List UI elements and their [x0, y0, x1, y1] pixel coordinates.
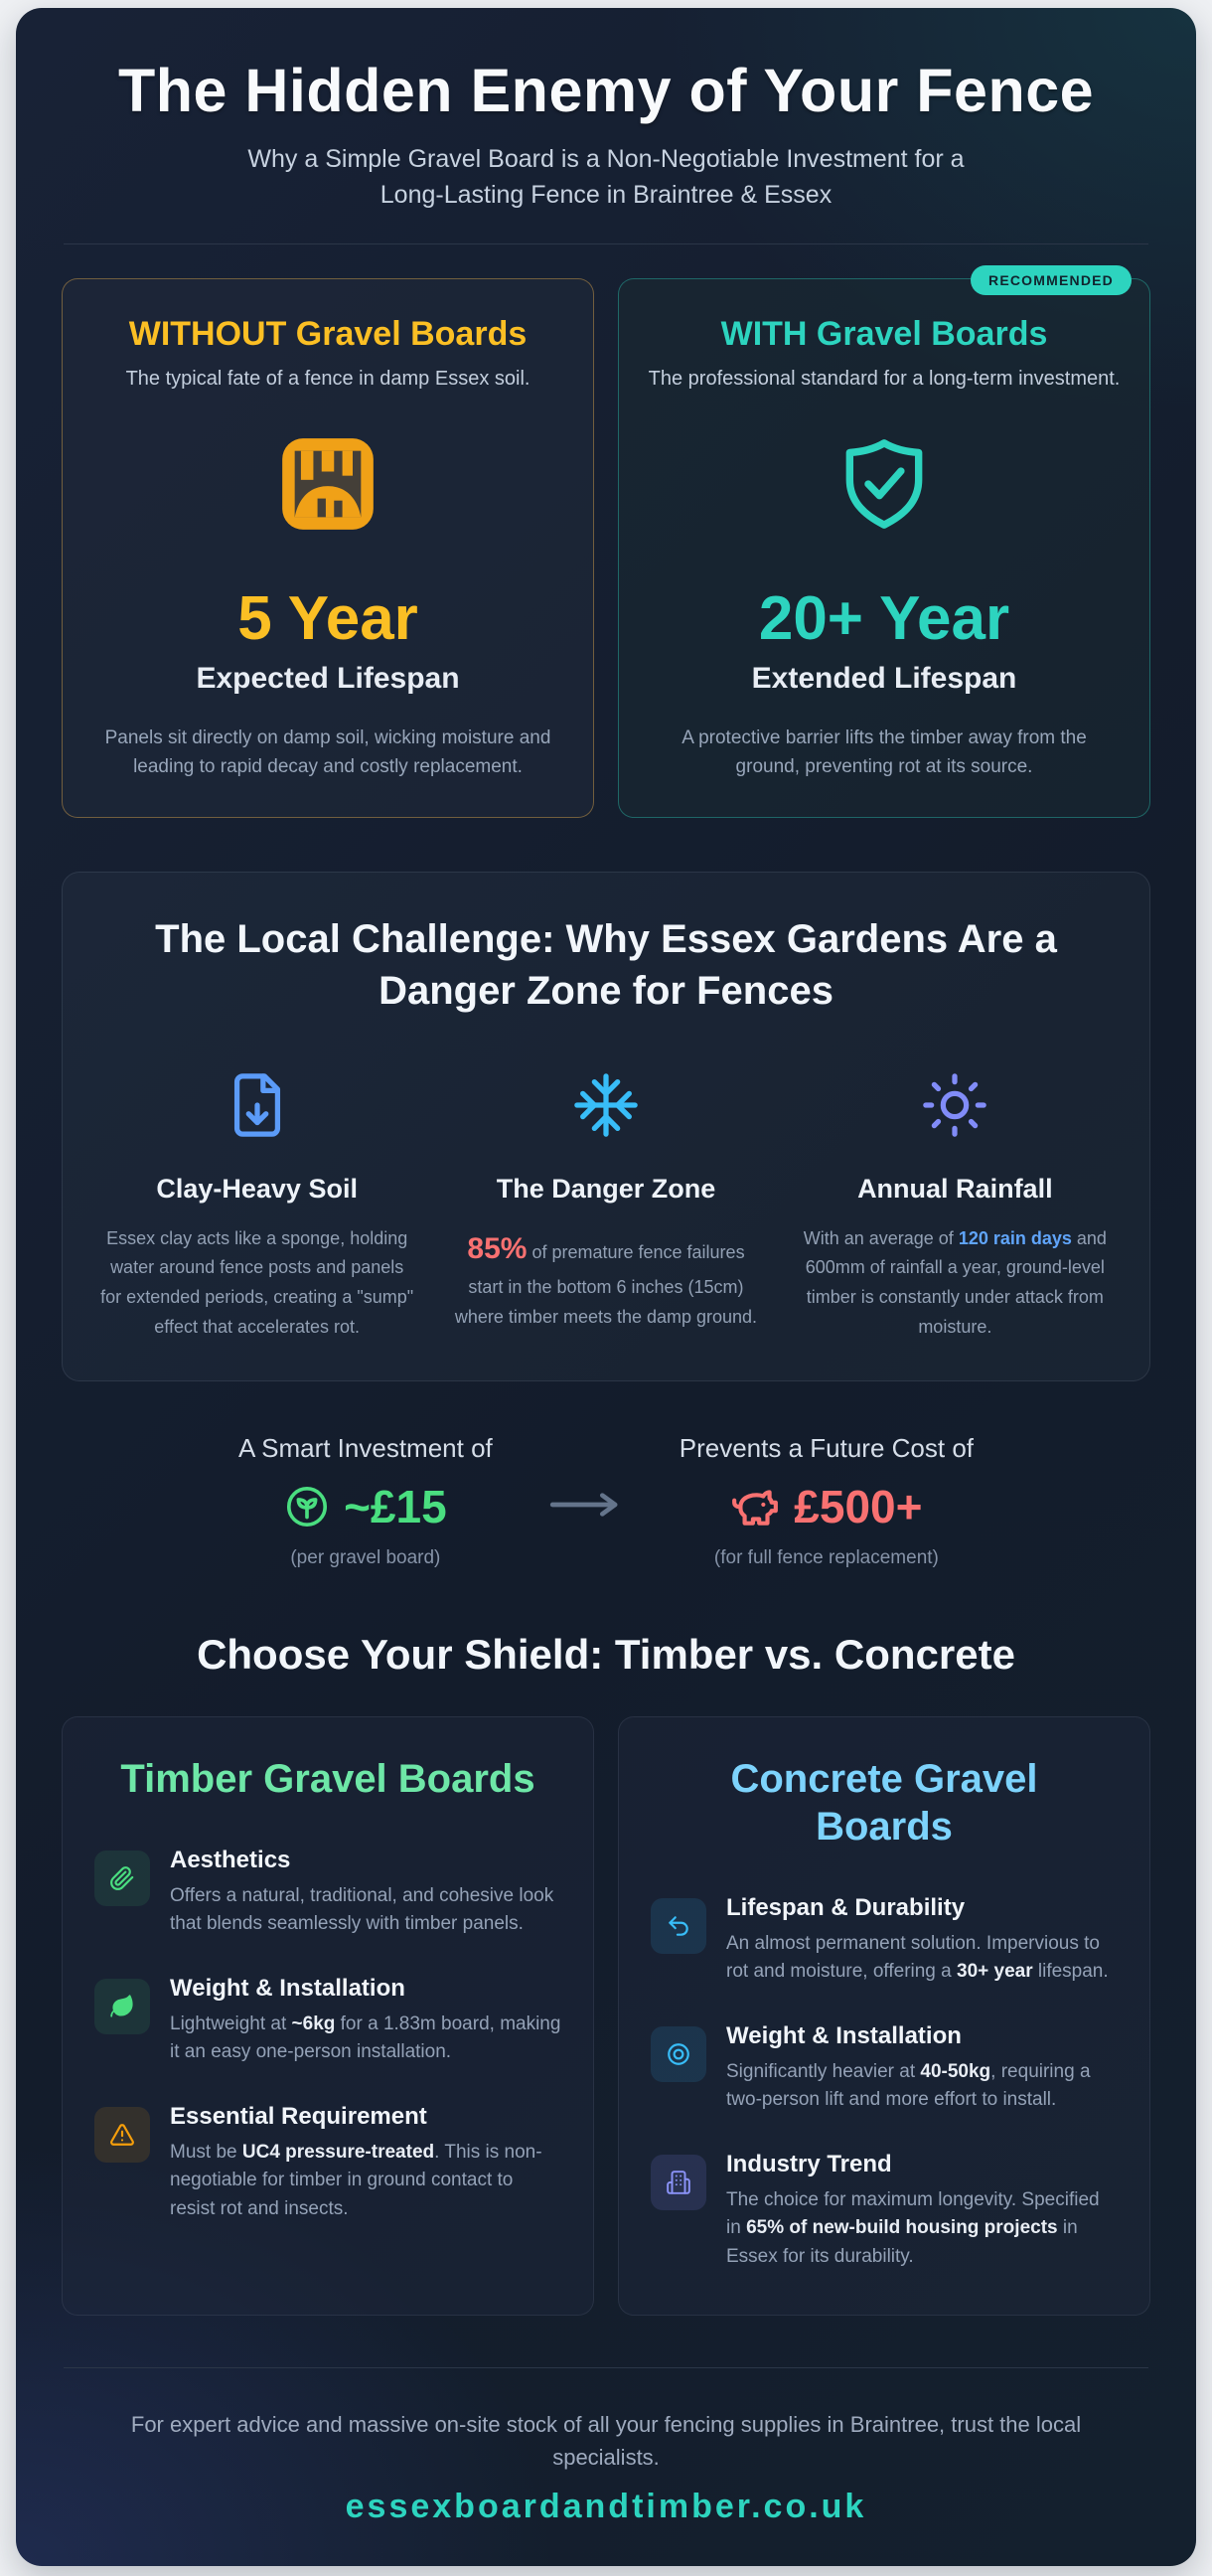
- challenge-item-clay: Clay-Heavy Soil Essex clay acts like a s…: [100, 1068, 413, 1343]
- broken-fence-icon: [90, 432, 565, 536]
- target-icon: [651, 2025, 706, 2082]
- challenge-title: The Local Challenge: Why Essex Gardens A…: [155, 917, 1057, 1013]
- concrete-item-lifespan: Lifespan & Durability An almost permanen…: [651, 1894, 1118, 1987]
- challenge-item-danger-zone: The Danger Zone 85% of premature fence f…: [449, 1068, 762, 1343]
- without-stat: 5 Year: [237, 583, 418, 653]
- challenge-text: 85% of premature fence failures start in…: [449, 1224, 762, 1333]
- without-title: WITHOUT Gravel Boards: [128, 314, 528, 353]
- item-text-post: for a 1.83m board, making it an easy one…: [170, 2012, 561, 2063]
- challenge-text-rain-pre: With an average of: [803, 1227, 959, 1248]
- future-cost-caption: (for full fence replacement): [713, 1546, 939, 1568]
- shield-check-icon: [647, 432, 1122, 536]
- item-text: Lightweight at: [170, 2012, 292, 2034]
- future-cost-block: Prevents a Future Cost of £500+ (for ful…: [680, 1433, 974, 1569]
- timber-title: Timber Gravel Boards: [120, 1756, 535, 1801]
- item-bold: 65% of new-build housing projects: [746, 2217, 1058, 2238]
- smart-investment-block: A Smart Investment of ~£15 (per gravel b…: [238, 1433, 493, 1569]
- right-arrow-icon: [544, 1491, 628, 1519]
- building-icon: [651, 2154, 706, 2210]
- smart-investment-caption: (per gravel board): [290, 1546, 441, 1568]
- item-heading: Lifespan & Durability: [726, 1893, 966, 1921]
- without-subtitle: The typical fate of a fence in damp Esse…: [125, 367, 530, 390]
- challenge-heading: Clay-Heavy Soil: [156, 1173, 358, 1204]
- concrete-title: Concrete Gravel Boards: [730, 1756, 1038, 1849]
- footer-divider: [64, 2367, 1148, 2368]
- investment-section: A Smart Investment of ~£15 (per gravel b…: [62, 1433, 1150, 1569]
- recommended-badge: RECOMMENDED: [971, 264, 1132, 295]
- page-subtitle: Why a Simple Gravel Board is a Non-Negot…: [247, 145, 965, 210]
- concrete-item-trend: Industry Trend The choice for maximum lo…: [651, 2151, 1118, 2272]
- file-down-icon: [100, 1068, 413, 1142]
- sprout-coin-icon: [284, 1484, 330, 1530]
- with-stat-label: Extended Lifespan: [751, 661, 1017, 695]
- leaf-icon: [94, 1978, 150, 2034]
- item-bold: UC4 pressure-treated: [241, 2141, 435, 2163]
- versus-title: Choose Your Shield: Timber vs. Concrete: [197, 1630, 1015, 1678]
- header-divider: [64, 242, 1148, 244]
- timber-card: Timber Gravel Boards Aesthetics Offers a…: [62, 1715, 594, 2316]
- piggy-bank-icon: [730, 1482, 780, 1531]
- timber-item-requirement: Essential Requirement Must be UC4 pressu…: [94, 2103, 561, 2224]
- concrete-card: Concrete Gravel Boards Lifespan & Durabi…: [618, 1715, 1150, 2316]
- item-text: Offers a natural, traditional, and cohes…: [170, 1884, 554, 1935]
- challenge-heading: Annual Rainfall: [857, 1173, 1053, 1204]
- paperclip-icon: [94, 1850, 150, 1906]
- timber-item-weight: Weight & Installation Lightweight at ~6k…: [94, 1975, 561, 2067]
- item-bold: 30+ year: [957, 1961, 1033, 1982]
- item-bold: ~6kg: [291, 2012, 336, 2034]
- item-text: Significantly heavier at: [726, 2060, 921, 2082]
- item-text-post: , requiring a two-person lift and more e…: [726, 2060, 1091, 2111]
- without-stat-label: Expected Lifespan: [196, 661, 460, 695]
- with-title: WITH Gravel Boards: [720, 314, 1048, 353]
- without-gravel-boards-card: WITHOUT Gravel Boards The typical fate o…: [62, 277, 594, 819]
- versus-section: Timber Gravel Boards Aesthetics Offers a…: [62, 1715, 1150, 2316]
- page-title: The Hidden Enemy of Your Fence: [117, 57, 1095, 124]
- future-cost-label: Prevents a Future Cost of: [679, 1432, 975, 1463]
- website-link[interactable]: essexboardandtimber.co.uk: [345, 2488, 867, 2525]
- smart-investment-label: A Smart Investment of: [237, 1432, 493, 1463]
- challenge-text-danger: of premature fence failures start in the…: [454, 1241, 758, 1327]
- item-heading: Aesthetics: [170, 1846, 291, 1873]
- item-text: An almost permanent solution. Impervious…: [726, 1932, 1100, 1983]
- challenge-text: Essex clay acts like a sponge, holding w…: [100, 1224, 413, 1343]
- challenge-grid: Clay-Heavy Soil Essex clay acts like a s…: [100, 1068, 1112, 1343]
- future-cost-value: £500+: [794, 1480, 923, 1532]
- infographic-poster: The Hidden Enemy of Your Fence Why a Sim…: [16, 8, 1196, 2566]
- challenge-heading: The Danger Zone: [496, 1173, 716, 1204]
- concrete-item-weight: Weight & Installation Significantly heav…: [651, 2022, 1118, 2115]
- item-heading: Weight & Installation: [726, 2021, 962, 2049]
- stat-120-rain-days: 120 rain days: [958, 1227, 1072, 1248]
- local-challenge-section: The Local Challenge: Why Essex Gardens A…: [62, 872, 1150, 1381]
- item-bold: 40-50kg: [920, 2060, 991, 2082]
- challenge-item-rainfall: Annual Rainfall With an average of 120 r…: [799, 1068, 1112, 1343]
- with-gravel-boards-card: RECOMMENDED WITH Gravel Boards The profe…: [618, 264, 1150, 819]
- with-stat: 20+ Year: [758, 583, 1010, 653]
- undo-arrow-icon: [651, 1897, 706, 1954]
- footer-text: For expert advice and massive on-site st…: [130, 2412, 1082, 2470]
- item-heading: Industry Trend: [726, 2150, 892, 2177]
- snowflake-icon: [449, 1068, 762, 1142]
- item-text-post: lifespan.: [1032, 1961, 1109, 1982]
- challenge-text: With an average of 120 rain days and 600…: [799, 1224, 1112, 1343]
- sun-icon: [799, 1068, 1112, 1142]
- without-description: Panels sit directly on damp soil, wickin…: [104, 726, 551, 777]
- item-heading: Essential Requirement: [170, 2102, 427, 2130]
- challenge-text-clay: Essex clay acts like a sponge, holding w…: [100, 1227, 414, 1337]
- challenge-text-rain-post: and 600mm of rainfall a year, ground-lev…: [805, 1227, 1107, 1337]
- stat-85-percent: 85%: [467, 1231, 528, 1265]
- item-heading: Weight & Installation: [170, 1974, 405, 2002]
- with-subtitle: The professional standard for a long-ter…: [648, 367, 1121, 390]
- comparison-section: WITHOUT Gravel Boards The typical fate o…: [62, 264, 1150, 819]
- with-description: A protective barrier lifts the timber aw…: [682, 726, 1087, 777]
- warning-triangle-icon: [94, 2106, 150, 2163]
- smart-investment-value: ~£15: [344, 1480, 447, 1532]
- item-text: Must be: [170, 2141, 242, 2163]
- timber-item-aesthetics: Aesthetics Offers a natural, traditional…: [94, 1847, 561, 1939]
